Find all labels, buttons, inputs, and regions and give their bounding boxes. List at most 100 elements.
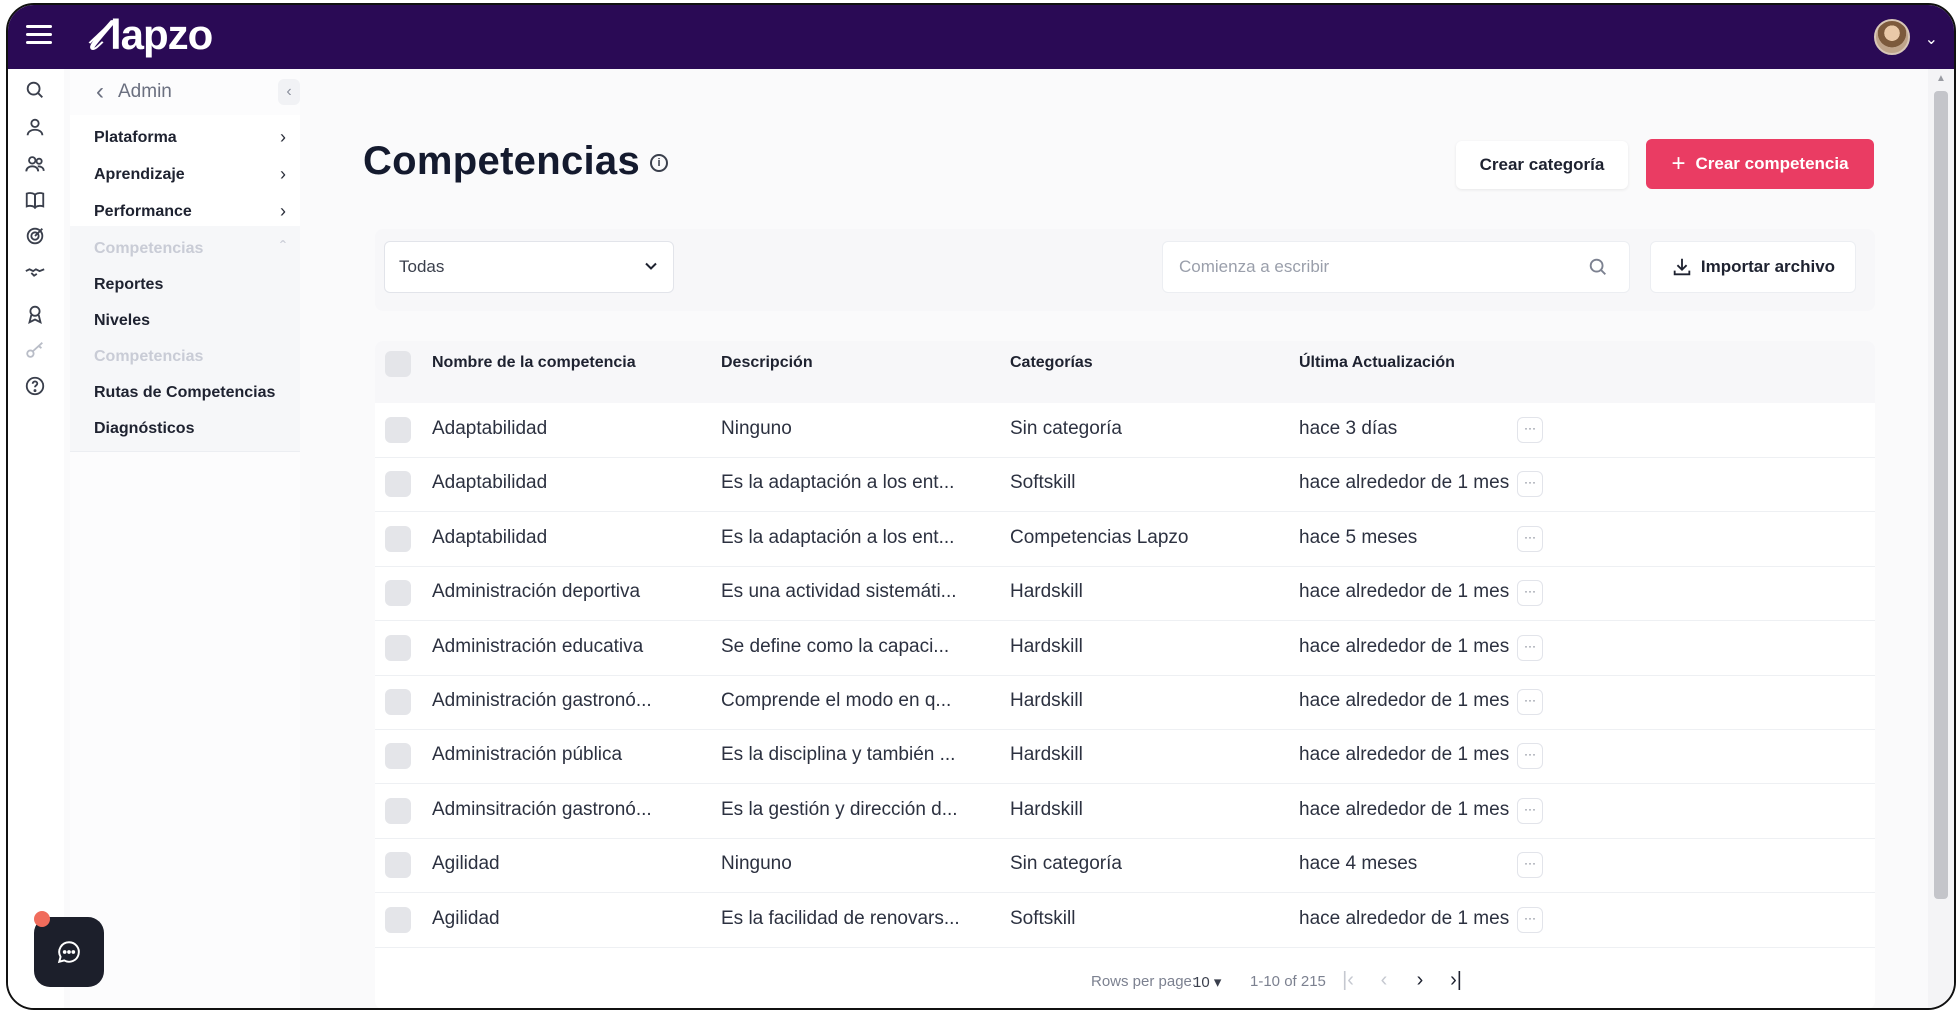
award-icon[interactable] (24, 303, 48, 327)
download-icon (1673, 258, 1691, 276)
info-icon[interactable]: i (650, 154, 668, 172)
icon-rail (8, 69, 64, 1008)
table-row[interactable]: Adaptabilidad Ninguno Sin categoría hace 3 … (375, 403, 1875, 458)
help-icon[interactable] (24, 375, 48, 399)
table-row[interactable]: Adaptabilidad Es la adaptación a los ent.… (375, 512, 1875, 567)
chevron-up-icon: ˆ (280, 238, 286, 258)
user-icon[interactable] (24, 116, 48, 140)
table-row[interactable]: Agilidad Es la facilidad de renovars... So… (375, 893, 1875, 948)
table-row[interactable]: Agilidad Ninguno Sin categoría hace 4 meses… (375, 838, 1875, 893)
row-actions-button[interactable]: ··· (1517, 743, 1543, 769)
row-checkbox[interactable] (385, 798, 411, 824)
row-actions-button[interactable]: ··· (1517, 417, 1543, 443)
submenu-header[interactable]: ‹ Admin (70, 69, 300, 115)
next-page-button[interactable]: › (1416, 969, 1424, 991)
cell-description: Se define como la capaci... (721, 636, 950, 657)
column-header-updated[interactable]: Última Actualización (1299, 354, 1455, 371)
menu-icon[interactable] (26, 25, 52, 47)
row-checkbox[interactable] (385, 743, 411, 769)
page-title: Competencias (363, 139, 641, 183)
sidebar-item-diagnosticos[interactable]: Diagnósticos (70, 406, 300, 452)
chevron-right-icon: › (280, 164, 286, 184)
lapzo-logo[interactable]: 𝓁 lapzo (88, 11, 213, 59)
table-row[interactable]: Administración deportiva Es una actividad… (375, 566, 1875, 621)
row-actions-button[interactable]: ··· (1517, 907, 1543, 933)
row-actions-button[interactable]: ··· (1517, 852, 1543, 878)
row-actions-button[interactable]: ··· (1517, 635, 1543, 661)
table-row[interactable]: Administración pública Es la disciplina y… (375, 729, 1875, 784)
row-actions-button[interactable]: ··· (1517, 689, 1543, 715)
create-competency-button[interactable]: + Crear competencia (1646, 139, 1874, 189)
row-checkbox[interactable] (385, 526, 411, 552)
handshake-icon[interactable] (24, 261, 48, 285)
row-actions-button[interactable]: ··· (1517, 580, 1543, 606)
create-category-button[interactable]: Crear categoría (1456, 141, 1628, 189)
users-icon[interactable] (24, 153, 48, 177)
cell-category: Hardskill (1010, 581, 1083, 602)
table-row[interactable]: Administración gastronó... Comprende el m… (375, 675, 1875, 730)
table-row[interactable]: Adminsitración gastronó... Es la gestión … (375, 784, 1875, 839)
back-icon[interactable]: ‹ (96, 78, 104, 105)
collapse-sidebar-button[interactable]: ‹ (278, 79, 300, 105)
row-checkbox[interactable] (385, 417, 411, 443)
sidebar-item-label: Reportes (94, 276, 164, 293)
main-content: Competencias i Crear categoría + Crear c… (300, 69, 1926, 1008)
row-actions-button[interactable]: ··· (1517, 526, 1543, 552)
cell-name: Agilidad (432, 853, 500, 874)
row-checkbox[interactable] (385, 689, 411, 715)
cell-updated: hace alrededor de 1 mes (1299, 744, 1510, 765)
sidebar-item-label: Plataforma (94, 128, 177, 146)
column-header-name[interactable]: Nombre de la competencia (432, 354, 636, 371)
cell-updated: hace alrededor de 1 mes (1299, 581, 1510, 602)
table-header (375, 341, 1875, 403)
row-checkbox[interactable] (385, 907, 411, 933)
import-file-button[interactable]: Importar archivo (1650, 241, 1856, 293)
column-header-description[interactable]: Descripción (721, 354, 813, 371)
sidebar-item-label: Competencias (94, 239, 204, 257)
search-icon[interactable] (24, 79, 48, 103)
cell-category: Sin categoría (1010, 418, 1122, 439)
cell-updated: hace alrededor de 1 mes (1299, 690, 1510, 711)
row-checkbox[interactable] (385, 471, 411, 497)
sidebar-item-label: Competencias (94, 348, 204, 365)
rows-per-page-select[interactable]: 10 ▾ (1193, 973, 1221, 991)
cell-description: Ninguno (721, 853, 792, 874)
cell-description: Es la adaptación a los ent... (721, 472, 955, 493)
cell-description: Es la adaptación a los ent... (721, 527, 955, 548)
chevron-right-icon: › (280, 127, 286, 147)
row-checkbox[interactable] (385, 852, 411, 878)
table-row[interactable]: Adaptabilidad Es la adaptación a los ent.… (375, 457, 1875, 512)
select-all-checkbox[interactable] (385, 351, 411, 377)
row-actions-button[interactable]: ··· (1517, 471, 1543, 497)
cell-description: Es una actividad sistemáti... (721, 581, 957, 602)
cell-updated: hace alrededor de 1 mes (1299, 636, 1510, 657)
row-actions-button[interactable]: ··· (1517, 798, 1543, 824)
table-row[interactable]: Administración educativa Se define como l… (375, 621, 1875, 676)
scroll-up-arrow[interactable]: ▲ (1936, 73, 1946, 84)
row-checkbox[interactable] (385, 635, 411, 661)
key-icon[interactable] (24, 339, 48, 363)
previous-page-button[interactable]: ‹ (1380, 969, 1388, 991)
search-box (1162, 241, 1630, 293)
search-input[interactable] (1163, 242, 1543, 292)
scrollbar-thumb[interactable] (1934, 91, 1948, 899)
scrollbar[interactable]: ▲ (1928, 69, 1954, 1008)
competencies-table (375, 341, 1875, 1008)
search-icon[interactable] (1587, 256, 1609, 278)
book-icon[interactable] (24, 189, 48, 213)
cell-updated: hace alrededor de 1 mes (1299, 472, 1510, 493)
chat-button[interactable] (34, 917, 104, 987)
cell-name: Agilidad (432, 908, 500, 929)
chevron-down-icon[interactable]: ⌄ (1924, 31, 1938, 48)
category-select[interactable]: Todas (384, 241, 674, 293)
avatar[interactable] (1874, 19, 1910, 55)
first-page-button[interactable]: |‹ (1342, 969, 1354, 991)
rows-per-page-value: 10 (1193, 974, 1210, 991)
cell-name: Adaptabilidad (432, 527, 548, 548)
row-checkbox[interactable] (385, 580, 411, 606)
target-icon[interactable] (24, 225, 48, 249)
cell-name: Administración deportiva (432, 581, 641, 602)
last-page-button[interactable]: ›| (1450, 969, 1462, 991)
column-header-categories[interactable]: Categorías (1010, 354, 1093, 371)
cell-updated: hace 4 meses (1299, 853, 1418, 874)
